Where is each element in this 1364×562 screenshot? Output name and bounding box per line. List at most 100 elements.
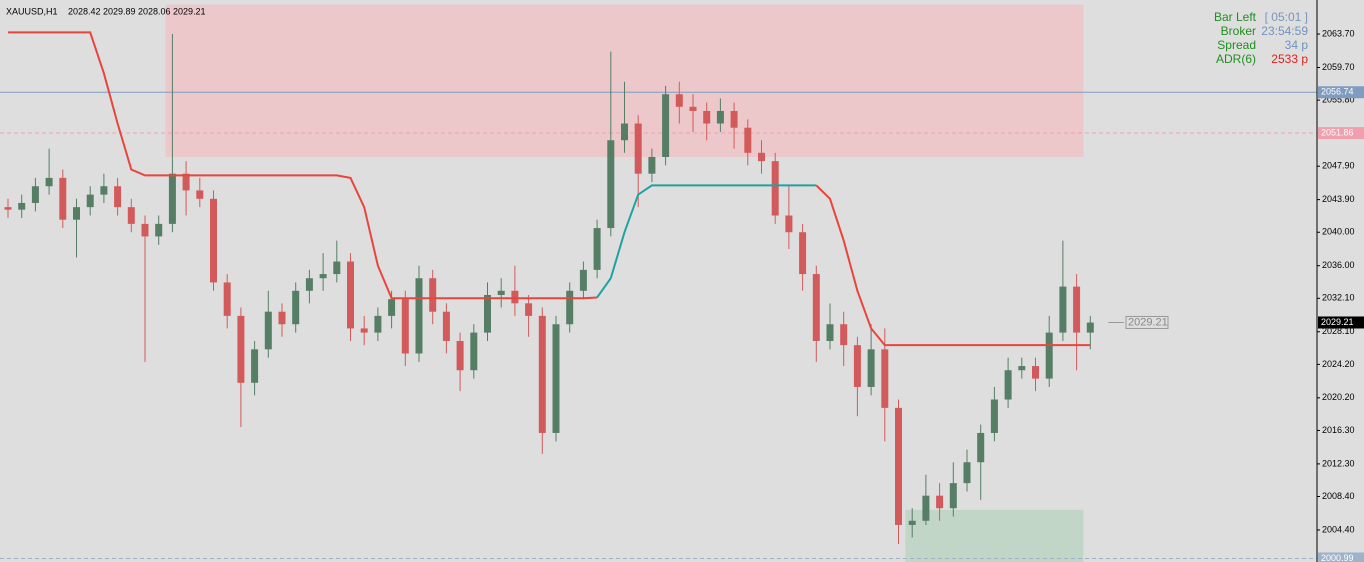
candle-body (799, 232, 807, 275)
candle-body (264, 311, 272, 350)
candle-body (703, 110, 711, 124)
candle-body (593, 228, 601, 270)
candle-body (771, 161, 779, 216)
y-tick-label: 2024.20 (1322, 359, 1355, 369)
info-value: 23:54:59 (1261, 24, 1308, 38)
info-value: 34 p (1285, 38, 1309, 52)
header-value: 2028.06 (138, 6, 171, 16)
candle-body (360, 328, 368, 333)
candle-body (634, 123, 642, 174)
candle-body (648, 156, 656, 174)
level-label: 2056.74 (1321, 87, 1354, 97)
candle-body (840, 324, 848, 346)
candle-body (689, 106, 697, 111)
candle-body (292, 290, 300, 325)
candle-body (333, 261, 341, 275)
y-tick-label: 2036.00 (1322, 260, 1355, 270)
candle-body (86, 194, 94, 208)
candle-body (1073, 286, 1081, 333)
price-tag-box (1125, 315, 1169, 329)
candle-body (867, 349, 875, 387)
candle-body (278, 311, 286, 325)
candle-body (949, 483, 957, 509)
candle-body (59, 177, 67, 220)
current-price-label: 2029.21 (1321, 317, 1354, 327)
candle-body (607, 140, 615, 229)
y-tick-label: 2008.40 (1322, 491, 1355, 501)
candle-body (470, 332, 478, 371)
candle-body (579, 269, 587, 291)
info-label: ADR(6) (1216, 52, 1256, 66)
candle-body (305, 278, 313, 291)
trend-line (596, 184, 817, 299)
level-label: 2000.99 (1321, 553, 1354, 562)
y-tick-label: 2016.30 (1322, 425, 1355, 435)
candle-body (730, 110, 738, 128)
level-label-box (1318, 86, 1364, 99)
candle-body (1004, 370, 1012, 400)
price-axis (1317, 0, 1364, 562)
candle-body (4, 207, 12, 210)
y-tick-label: 2028.10 (1322, 326, 1355, 336)
candle-body (319, 274, 327, 279)
candle-body (100, 186, 108, 195)
candle-body (251, 349, 259, 383)
candle-body (936, 495, 944, 509)
candle-body (1032, 366, 1039, 379)
chart-title: XAUUSD,H1 (6, 6, 58, 16)
candle-body (18, 202, 26, 210)
level-label: 2051.86 (1321, 127, 1354, 137)
candle-body (826, 324, 834, 341)
level-label-box (1318, 552, 1364, 562)
candle-body (744, 127, 752, 153)
y-tick-label: 2063.70 (1322, 28, 1355, 38)
candle-body (415, 278, 423, 354)
candle-body (429, 278, 437, 312)
y-tick-label: 2020.20 (1322, 392, 1355, 402)
candle-body (168, 173, 176, 224)
candle-body (497, 290, 505, 295)
candle-body (566, 290, 574, 325)
candle-body (141, 223, 149, 237)
candle-body (401, 299, 409, 354)
candle-body (182, 173, 190, 191)
candle-body (442, 311, 450, 341)
y-tick-label: 2059.70 (1322, 62, 1355, 72)
candle-body (881, 349, 889, 408)
candle-body (552, 324, 560, 433)
candle-body (812, 274, 820, 341)
candle-body (127, 207, 135, 224)
current-price-box (1318, 316, 1364, 329)
candle-body (662, 94, 670, 157)
candle-body (347, 261, 354, 329)
candle-body (758, 152, 765, 162)
candle-body (484, 294, 491, 333)
price-tag: 2029.21 (1128, 316, 1168, 328)
info-label: Bar Left (1214, 10, 1257, 24)
candle-body (388, 299, 396, 316)
candle-body (237, 315, 245, 383)
candle-body (1018, 366, 1026, 371)
candle-body (456, 340, 464, 371)
trend-line (8, 31, 1091, 347)
candle-body (73, 207, 80, 220)
candle-body (538, 315, 546, 433)
y-tick-label: 2012.30 (1322, 458, 1355, 468)
level-label-box (1318, 127, 1364, 140)
candle-body (155, 223, 163, 237)
info-value: 2533 p (1271, 52, 1308, 66)
candle-body (210, 198, 217, 283)
candle-body (511, 290, 519, 304)
info-label: Broker (1221, 24, 1256, 38)
y-tick-label: 2047.90 (1322, 161, 1355, 171)
header-value: 2028.42 (68, 6, 101, 16)
candle-body (114, 186, 122, 208)
candle-body (1086, 322, 1094, 333)
y-tick-label: 2055.80 (1322, 94, 1355, 104)
candle-body (621, 123, 628, 141)
candle-body (716, 110, 724, 124)
candle-body (895, 407, 902, 525)
candle-body (675, 94, 683, 107)
header-value: 2029.21 (173, 6, 206, 16)
